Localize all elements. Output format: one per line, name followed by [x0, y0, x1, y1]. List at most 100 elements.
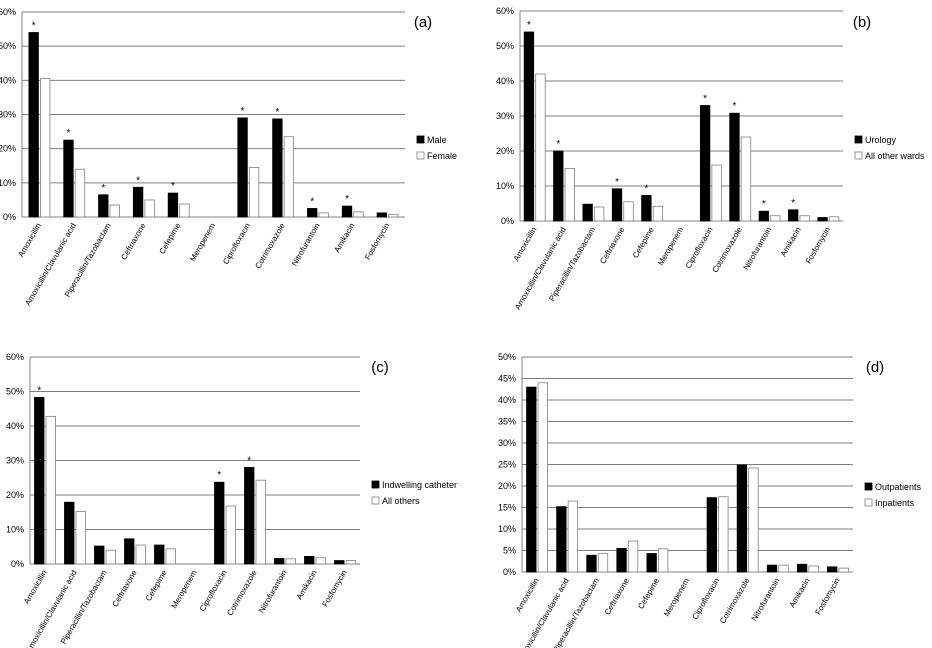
bar-indwelling-catheter: [124, 538, 135, 565]
bar-inpatients: [658, 548, 669, 573]
bar-male: [237, 117, 248, 218]
bar-outpatients: [646, 553, 657, 573]
bar-male: [341, 205, 353, 218]
legend-swatch: [864, 498, 873, 507]
bar-indwelling-catheter: [244, 466, 255, 565]
bar-all-others: [75, 511, 86, 565]
bar-all-others: [285, 558, 296, 565]
y-tick-label: 5%: [503, 546, 516, 556]
bar-male: [132, 186, 144, 218]
y-tick-label: 20%: [498, 481, 516, 491]
significance-marker: *: [171, 181, 175, 192]
bar-all-other-wards: [535, 73, 546, 222]
bar-all-other-wards: [652, 205, 664, 222]
x-tick-label: Cefepime: [636, 576, 661, 611]
x-tick-label: Nitrofurantoin: [742, 226, 774, 272]
bar-all-other-wards: [740, 136, 752, 222]
legend-label: Outpatients: [875, 482, 922, 492]
panel-label: (a): [414, 14, 432, 31]
legend-label: Male: [427, 135, 447, 145]
y-tick-label: 20%: [6, 490, 24, 500]
y-tick-label: 60%: [6, 352, 24, 362]
x-tick-label: Amoxicillin/Clavulanic acid: [513, 226, 568, 312]
bar-indwelling-catheter: [64, 501, 75, 565]
bar-inpatients: [748, 467, 759, 573]
x-tick-label: Nitrofurantoin: [257, 569, 289, 615]
y-tick-label: 50%: [6, 387, 24, 397]
bar-urology: [729, 112, 740, 222]
bar-all-others: [345, 560, 356, 565]
x-tick-label: Nitrofurantoin: [290, 222, 322, 268]
y-tick-label: 0%: [501, 216, 514, 226]
panel-label: (b): [853, 14, 871, 31]
x-tick-label: Nitrofurantoin: [750, 577, 782, 623]
x-tick-label: Meropenem: [656, 225, 685, 267]
legend-label: All others: [382, 496, 420, 506]
y-tick-label: 0%: [503, 567, 516, 577]
bar-inpatients: [537, 382, 548, 573]
bar-indwelling-catheter: [334, 560, 345, 565]
x-tick-label: Meropenem: [170, 568, 199, 610]
bar-outpatients: [766, 564, 778, 573]
x-tick-label: Meropenem: [188, 221, 217, 263]
bar-urology: [817, 217, 828, 222]
bar-all-other-wards: [828, 216, 840, 222]
legend-swatch: [854, 135, 863, 144]
legend-swatch: [864, 482, 873, 491]
significance-marker: *: [67, 128, 71, 139]
significance-marker: *: [37, 385, 41, 396]
bar-outpatients: [616, 547, 627, 573]
significance-marker: *: [791, 198, 795, 209]
y-tick-label: 0%: [3, 212, 16, 222]
significance-marker: *: [217, 470, 221, 481]
x-tick-label: Cefepime: [157, 221, 182, 256]
y-tick-label: 10%: [6, 525, 24, 535]
bar-all-other-wards: [564, 168, 575, 222]
bar-female: [388, 213, 399, 218]
x-tick-label: Amikacin: [788, 577, 812, 610]
y-tick-label: 25%: [498, 460, 516, 470]
bar-male: [376, 212, 387, 218]
x-tick-label: Cefepime: [631, 225, 656, 260]
legend-label: Urology: [865, 135, 897, 145]
x-tick-label: Ceftriaxone: [603, 576, 632, 616]
bar-urology: [699, 105, 711, 222]
significance-marker: *: [136, 175, 140, 186]
bar-female: [179, 203, 190, 218]
bar-outpatients: [586, 554, 597, 573]
bar-urology: [641, 195, 652, 222]
bar-female: [144, 199, 155, 218]
x-tick-label: Ciprofloxacin: [684, 226, 715, 271]
bar-inpatients: [627, 540, 639, 573]
bar-female: [283, 136, 295, 218]
y-tick-label: 15%: [498, 503, 516, 513]
bar-indwelling-catheter: [274, 558, 285, 565]
bar-outpatients: [556, 506, 567, 573]
legend-label: Female: [427, 151, 457, 161]
bar-indwelling-catheter: [34, 396, 45, 565]
x-tick-label: Amoxicillin: [514, 577, 541, 614]
bar-all-other-wards: [711, 164, 722, 222]
legend-swatch: [371, 480, 380, 489]
x-tick-label: Meropenem: [662, 576, 691, 618]
significance-marker: *: [32, 21, 36, 32]
x-tick-label: Amoxicillin: [512, 226, 539, 263]
bar-outpatients: [796, 563, 808, 573]
y-tick-label: 30%: [0, 110, 16, 120]
significance-marker: *: [247, 455, 251, 466]
x-tick-label: Ciprofloxacin: [690, 577, 721, 622]
bar-male: [98, 194, 109, 218]
bar-female: [40, 78, 51, 218]
bar-inpatients: [597, 553, 609, 573]
bar-outpatients: [736, 464, 748, 573]
significance-marker: *: [733, 101, 737, 112]
bar-indwelling-catheter: [154, 544, 165, 565]
bar-urology: [788, 209, 799, 222]
y-tick-label: 10%: [0, 178, 16, 188]
x-tick-label: Ciprofloxacin: [198, 569, 229, 614]
significance-marker: *: [345, 194, 349, 205]
panel-label: (d): [866, 359, 884, 376]
bar-male: [272, 118, 283, 218]
bar-urology: [553, 150, 564, 222]
